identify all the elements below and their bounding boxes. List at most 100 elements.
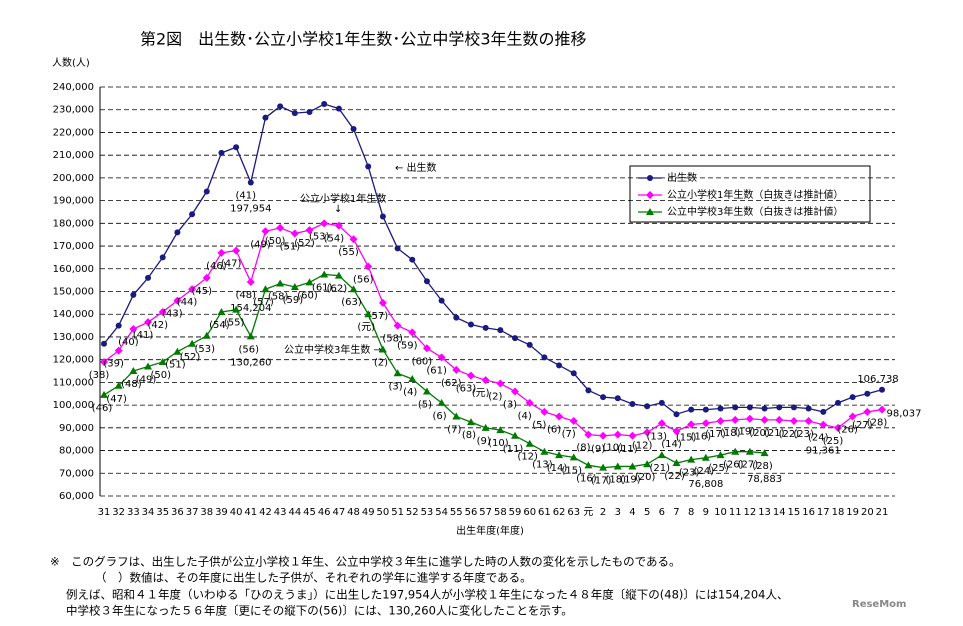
point-label: (46)	[206, 261, 227, 272]
value-label: 197,954	[230, 204, 271, 215]
point	[466, 371, 475, 380]
point	[188, 285, 197, 294]
point	[173, 347, 182, 355]
point-label: (元)	[357, 322, 375, 333]
point	[701, 453, 710, 461]
point	[262, 114, 269, 121]
x-tick-label: 37	[186, 507, 199, 518]
point-label: (15)	[561, 465, 582, 476]
y-tick-label: 190,000	[53, 196, 94, 207]
point-label: (25)	[708, 463, 729, 474]
point-label: (55)	[338, 247, 359, 258]
point	[321, 101, 328, 108]
annotation: 公立中学校3年生数 →	[284, 343, 382, 356]
point	[481, 376, 490, 385]
point-label: (18)	[606, 474, 627, 485]
point	[115, 322, 122, 329]
point	[863, 407, 872, 416]
point	[511, 431, 520, 439]
point	[217, 248, 226, 257]
point	[320, 270, 329, 278]
note: 例えば、昭和４１年度（いわゆる「ひのえうま」）に出生した197,954人が小学校…	[66, 588, 788, 602]
point	[277, 103, 284, 110]
chart-title: 第2図 出生数･公立小学校1年生数･公立中学校3年生数の推移	[140, 30, 587, 49]
point	[378, 345, 387, 353]
point-label: (12)	[632, 440, 653, 451]
point-label: (50)	[150, 370, 171, 381]
point-label: (63)	[456, 384, 477, 395]
point-label: (43)	[162, 309, 183, 320]
point-label: (20)	[635, 472, 656, 483]
x-tick-label: 10	[714, 507, 727, 518]
point	[540, 447, 549, 455]
point	[657, 451, 666, 459]
point	[556, 362, 563, 369]
point-label: (48)	[121, 379, 142, 390]
point	[820, 408, 827, 415]
x-tick-label: 52	[406, 507, 419, 518]
point	[687, 455, 696, 463]
point	[614, 395, 621, 402]
point	[144, 318, 153, 327]
point-label: (11)	[503, 444, 524, 455]
point-label: (11)	[617, 444, 638, 455]
point	[364, 262, 373, 271]
x-tick-label: 31	[98, 507, 111, 518]
point	[467, 321, 474, 328]
x-tick-label: 46	[318, 507, 331, 518]
point	[613, 430, 622, 439]
point-label: (57)	[368, 311, 389, 322]
point	[334, 271, 343, 279]
point	[129, 367, 138, 375]
point	[644, 403, 651, 410]
point	[732, 404, 739, 411]
y-tick-label: 130,000	[53, 332, 94, 343]
point	[511, 387, 520, 396]
x-tick-label: 41	[244, 507, 257, 518]
point	[422, 344, 431, 353]
point	[350, 126, 357, 133]
x-tick-label: 62	[553, 507, 566, 518]
x-tick-label: 元	[583, 507, 593, 518]
x-tick-label: 40	[230, 507, 243, 518]
point	[438, 297, 445, 304]
x-tick-label: 55	[450, 507, 463, 518]
x-tick-label: 18	[832, 507, 845, 518]
point	[643, 460, 652, 468]
value-label: 154,204	[230, 303, 271, 314]
x-tick-label: 2	[600, 507, 606, 518]
point	[306, 108, 313, 115]
x-tick-label: 51	[391, 507, 404, 518]
point-label: (51)	[165, 360, 186, 371]
point	[481, 423, 490, 431]
point	[584, 430, 593, 439]
point-label: (47)	[221, 259, 242, 270]
x-tick-label: 14	[773, 507, 786, 518]
point-label: (62)	[327, 284, 348, 295]
point-label: (50)	[265, 236, 286, 247]
x-tick-label: 13	[758, 507, 771, 518]
point	[101, 340, 107, 347]
point	[569, 453, 578, 461]
point	[482, 324, 489, 331]
point-label: (27)	[738, 460, 759, 471]
point-label: (24)	[808, 433, 829, 444]
point	[452, 412, 461, 420]
point-label: (39)	[103, 359, 124, 370]
point-label: (19)	[620, 474, 641, 485]
point	[145, 274, 152, 281]
point-label: (16)	[576, 473, 597, 484]
value-label: 130,260	[230, 357, 271, 368]
point-label: (8)	[462, 430, 476, 441]
x-tick-label: 61	[538, 507, 551, 518]
point-label: (12)	[517, 452, 538, 463]
note: ※ このグラフは、出生した子供が公立小学校１年生、公立中学校３年生に進学した時の…	[50, 555, 681, 569]
point	[261, 285, 270, 293]
point	[731, 415, 740, 424]
point-label: (59)	[283, 295, 304, 306]
point	[334, 221, 343, 230]
point-label: (9)	[591, 444, 605, 455]
x-tick-label: 56	[465, 507, 478, 518]
annotation: 公立小学校1年生数	[300, 192, 386, 205]
point	[129, 324, 138, 333]
